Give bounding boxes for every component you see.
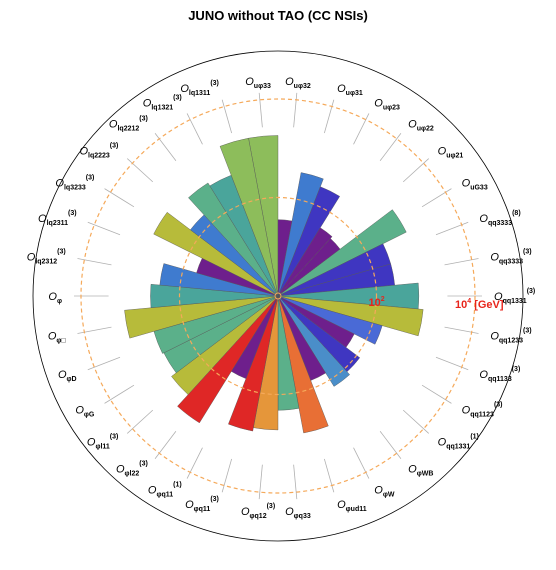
scale-label-outer: 104 [GeV] [455, 298, 504, 311]
bar-qq1233 [277, 295, 424, 337]
category-label: Oqq3333(3) [490, 248, 531, 265]
category-label: Oφl22(3) [116, 460, 148, 477]
category-label: Olq1311(3) [180, 80, 219, 97]
spoke-line [258, 92, 263, 128]
category-label: OφW [374, 484, 395, 498]
spoke-line [293, 92, 298, 128]
spoke-line [221, 99, 233, 134]
category-label: Oφl11(3) [87, 434, 118, 451]
spoke-line [435, 356, 469, 371]
bar-φq11 [228, 295, 279, 432]
category-label: Olq1321(3) [143, 95, 182, 112]
bar-qq1133 [277, 295, 383, 345]
scale-label-inner: 102 [369, 296, 385, 309]
category-label: Oφ [48, 291, 62, 305]
spoke-line [126, 409, 154, 434]
category-label: Oqq3333(8) [479, 210, 520, 227]
spoke-line [379, 132, 402, 162]
category-label: Oqq1331(1) [438, 434, 479, 451]
category-label: Oqq1233(3) [490, 328, 531, 345]
bar-uφ23 [277, 186, 340, 297]
spoke-line [379, 430, 402, 460]
category-label: Oqq1331(3) [494, 288, 535, 305]
spoke-line [221, 458, 233, 493]
category-label: Oφq11(1) [148, 481, 182, 498]
category-label: Olq2223(3) [79, 142, 118, 159]
spoke-line [87, 356, 121, 371]
category-label: Oφq12(3) [241, 503, 275, 520]
bar-φl11 [171, 295, 279, 395]
category-label: Ouφ31 [337, 83, 363, 97]
category-label: Ouφ32 [285, 76, 311, 90]
bar-φ [150, 284, 279, 308]
bar-φWB [277, 295, 350, 387]
spoke-line [126, 158, 154, 183]
scale-circle-outer [80, 98, 476, 494]
spoke-line [154, 132, 177, 162]
bar-lq3233 [153, 212, 279, 297]
spoke-line [353, 113, 370, 145]
spoke-line [323, 458, 335, 493]
label-layer: Ouφ33 Ouφ32 Ouφ31 Ouφ23 Ouφ22 Ouφ21 OuG33 Oqq33… [27, 76, 535, 520]
category-label: Oφ□ [48, 331, 67, 345]
category-label: Oφq33 [285, 506, 311, 520]
category-label: Ouφ23 [374, 98, 400, 112]
chart-title: JUNO without TAO (CC NSIs) [188, 8, 368, 23]
category-label: Oφud11 [337, 499, 367, 513]
spoke-line [258, 464, 263, 500]
spoke-line [353, 447, 370, 479]
outer-circle [32, 50, 524, 542]
spoke-line [323, 99, 335, 134]
spoke-line [77, 326, 112, 334]
bar-uφ22 [277, 227, 333, 297]
bar-φl22 [177, 295, 279, 424]
spoke-line [104, 188, 135, 208]
category-label: Oφq11(3) [185, 496, 219, 513]
category-label: Ouφ22 [408, 119, 434, 133]
bar-lq2212 [188, 182, 279, 297]
spoke-line [402, 158, 430, 183]
category-label: Ouφ21 [438, 145, 464, 159]
bar-lq1311 [219, 137, 279, 297]
category-label: Oqq1133(3) [479, 366, 520, 383]
spoke-line [421, 188, 452, 208]
spoke-line [77, 258, 112, 266]
category-label: Olq2312(3) [27, 248, 66, 265]
scale-circle-inner [178, 196, 378, 396]
spoke-line [444, 326, 479, 334]
spoke-line [435, 221, 469, 236]
scale-circle-center [274, 292, 282, 300]
spoke-line [293, 464, 298, 500]
category-label: OuG33 [462, 177, 488, 191]
category-label: Oqq1123(3) [462, 402, 503, 419]
category-label: OφD [58, 369, 77, 383]
category-label: Ouφ33 [245, 76, 271, 90]
spoke-line [154, 430, 177, 460]
category-label: OφG [75, 405, 95, 419]
category-label: Olq2212(3) [109, 116, 148, 133]
spoke-line [402, 409, 430, 434]
spoke-line [421, 384, 452, 404]
bar-uG33 [277, 209, 407, 297]
bar-φud11 [277, 295, 329, 434]
bar-φ□ [124, 295, 279, 339]
bar-lq2312 [159, 263, 279, 297]
spoke-line [186, 447, 203, 479]
bar-layer [80, 98, 476, 494]
category-label: Olq3233(3) [55, 174, 94, 191]
category-label: OφWB [408, 463, 433, 477]
spoke-line [104, 384, 135, 404]
category-label: Olq2311(3) [38, 210, 77, 227]
scale-label-layer: 104 [GeV] 102 [369, 296, 504, 311]
spoke-line [87, 221, 121, 236]
spoke-line [444, 258, 479, 266]
grid-layer [32, 50, 524, 542]
spoke-line [186, 113, 203, 145]
